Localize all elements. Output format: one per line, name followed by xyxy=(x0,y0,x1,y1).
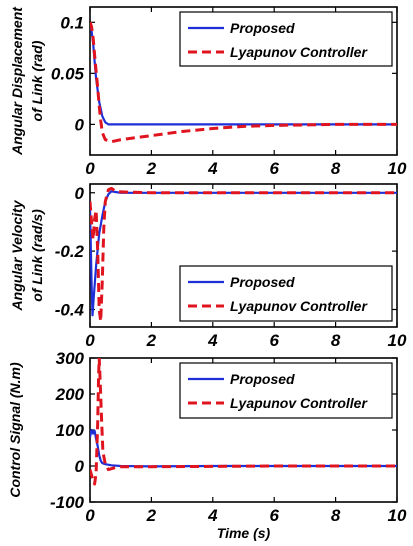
panel2-xtick-label: 4 xyxy=(207,331,218,350)
panel3-xtick-label: 8 xyxy=(331,506,341,525)
legend-panel2-label-lyapunov: Lyapunov Controller xyxy=(230,298,368,314)
panel2-ylabel: Angular Velocity xyxy=(9,199,25,311)
legend-panel1 xyxy=(179,11,393,67)
panel3-ytick-label: 300 xyxy=(56,349,85,368)
panel2-xtick-label: 10 xyxy=(388,331,407,350)
panel1-ytick-label: 0.05 xyxy=(51,64,85,83)
panel1-series-lyapunov-line xyxy=(90,21,397,144)
panel3-xtick-label: 6 xyxy=(269,506,279,525)
panel1-ytick-label: 0 xyxy=(75,115,85,134)
panel3-ytick-label: 0 xyxy=(75,457,85,476)
panel3-ytick-label: -100 xyxy=(50,493,85,512)
panel3-series-lyapunov-line xyxy=(90,358,397,486)
panel2-series-lyapunov-line xyxy=(90,186,397,323)
panel3-ylabel: Control Signal (N.m) xyxy=(7,362,23,498)
legend-panel1-label-proposed: Proposed xyxy=(230,20,295,36)
panel2-xtick-label: 0 xyxy=(85,331,95,350)
panel2-ytick-label: 0 xyxy=(75,184,85,203)
panel1-xtick-label: 4 xyxy=(207,159,218,178)
panel3-xtick-label: 10 xyxy=(388,506,407,525)
legend-panel2 xyxy=(179,265,393,322)
panel2-ytick-label: -0.2 xyxy=(55,242,85,261)
panel3-ytick-label: 100 xyxy=(56,421,85,440)
panel1-ylabel: Angular Displacement xyxy=(9,6,25,156)
panel1-xtick-label: 6 xyxy=(269,159,279,178)
panel2-xtick-label: 8 xyxy=(331,331,341,350)
panel2-xtick-label: 6 xyxy=(269,331,279,350)
panel1-xtick-label: 2 xyxy=(146,159,157,178)
legend-panel1-label-lyapunov: Lyapunov Controller xyxy=(230,44,368,60)
panel3-xlabel: Time (s) xyxy=(217,525,271,541)
legend-panel3 xyxy=(179,362,393,419)
panel2-ylabel: of Link (rad/s) xyxy=(29,209,45,302)
panel1-xtick-label: 0 xyxy=(85,159,95,178)
panel3-xtick-label: 2 xyxy=(146,506,157,525)
panel1-series-proposed-line xyxy=(90,27,397,126)
panel1-ytick-label: 0.1 xyxy=(60,13,84,32)
panel3-xtick-label: 4 xyxy=(207,506,218,525)
panel2-xtick-label: 2 xyxy=(146,331,157,350)
legend-panel3-label-lyapunov: Lyapunov Controller xyxy=(230,395,368,411)
legend-panel3-label-proposed: Proposed xyxy=(230,371,295,387)
panel3-ytick-label: 200 xyxy=(55,385,85,404)
panel2-ytick-label: -0.4 xyxy=(55,300,85,319)
panel1-xtick-label: 8 xyxy=(331,159,341,178)
panel1-xtick-label: 10 xyxy=(388,159,407,178)
panel1-ylabel: of Link (rad) xyxy=(29,40,45,121)
panel3-xtick-label: 0 xyxy=(85,506,95,525)
legend-panel2-label-proposed: Proposed xyxy=(230,274,295,290)
